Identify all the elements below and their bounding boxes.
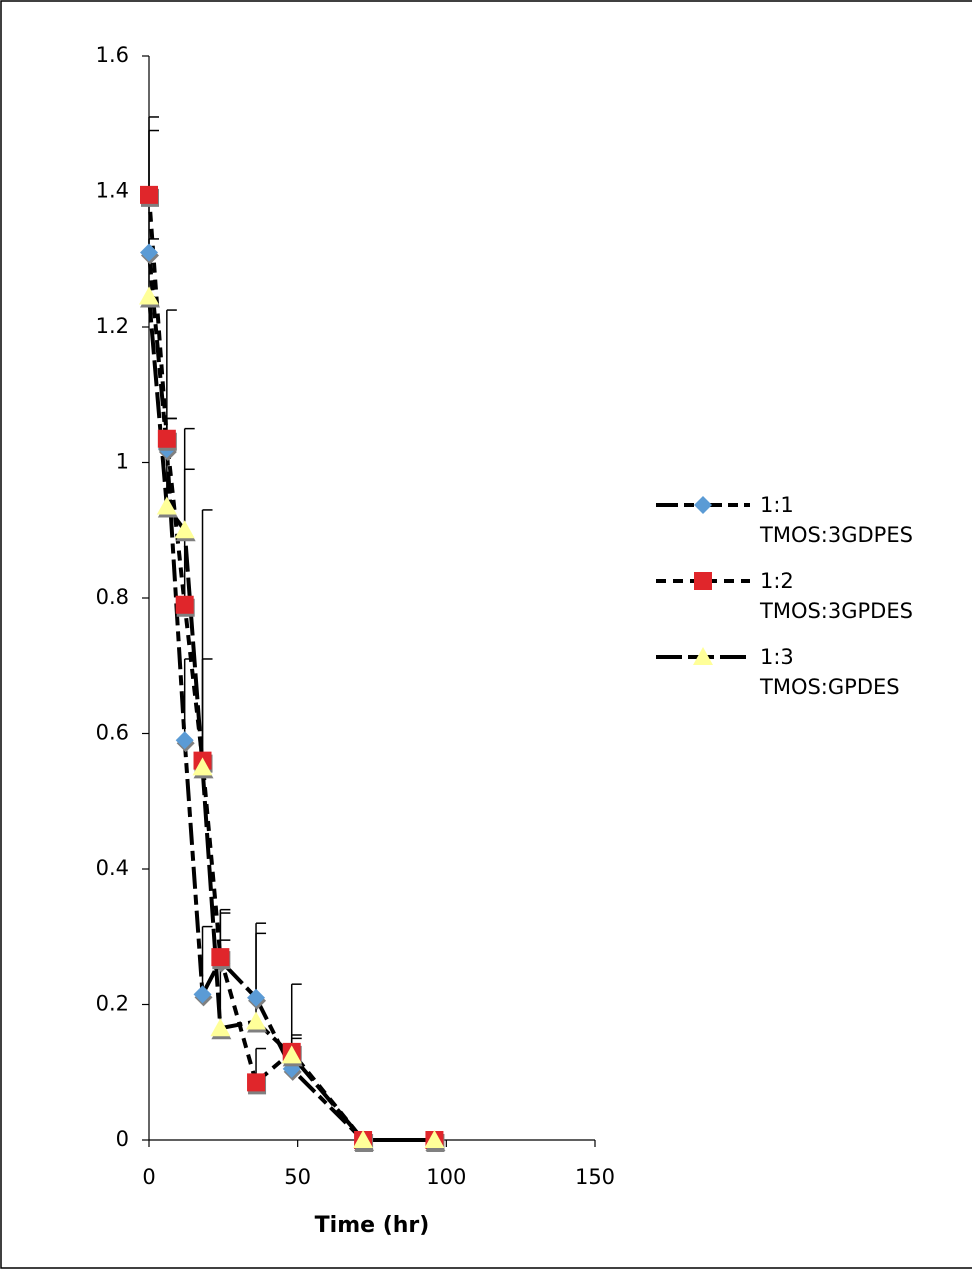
error-bar — [201, 509, 213, 761]
marker — [211, 948, 230, 967]
legend-label: 1:3 TMOS:GPDES — [759, 645, 900, 699]
marker — [193, 985, 212, 1004]
error-bar — [148, 116, 159, 195]
legend-label-line: TMOS:3GPDES — [759, 599, 913, 623]
y-tick-label: 1.6 — [96, 43, 129, 67]
y-tick-label: 1.2 — [96, 314, 129, 338]
marker — [140, 185, 158, 204]
legend-label-line: TMOS:3GDPES — [759, 523, 913, 547]
marker — [174, 520, 195, 539]
legend-marker — [694, 572, 712, 590]
error-bar — [183, 468, 195, 531]
x-tick-label: 100 — [426, 1165, 466, 1189]
marker — [424, 1130, 445, 1148]
y-tick-label: 0.4 — [96, 856, 129, 880]
legend-marker — [694, 496, 712, 514]
marker — [139, 286, 159, 305]
error-bar — [290, 983, 302, 1052]
marker — [175, 595, 194, 614]
y-tick-label: 0.6 — [96, 721, 129, 745]
marker — [157, 429, 176, 448]
error-bar — [166, 309, 177, 439]
legend-label-line: 1:3 — [760, 645, 794, 669]
x-tick-label: 50 — [284, 1165, 311, 1189]
x-axis-label: Time (hr) — [315, 1213, 430, 1238]
marker — [247, 988, 266, 1007]
marker — [353, 1130, 374, 1148]
y-tick-label: 1.4 — [96, 179, 129, 203]
error-bar — [201, 658, 213, 768]
marker — [175, 731, 194, 750]
y-tick-label: 0.8 — [96, 585, 129, 609]
marker — [140, 243, 158, 262]
x-tick-label: 150 — [575, 1165, 615, 1189]
legend-label-line: 1:1 — [760, 493, 794, 517]
marker — [281, 1045, 302, 1064]
y-tick-label: 1 — [116, 450, 129, 474]
y-tick-label: 0 — [116, 1127, 129, 1151]
marker — [156, 496, 177, 515]
marker — [246, 1011, 267, 1030]
legend-label: 1:1 TMOS:3GDPES — [759, 493, 913, 547]
error-bar — [255, 922, 267, 998]
marker — [247, 1073, 266, 1092]
legend-label-line: TMOS:GPDES — [759, 675, 900, 699]
marker — [210, 1018, 231, 1037]
y-tick-label: 0.2 — [96, 992, 129, 1016]
legend-label: 1:2 TMOS:3GPDES — [759, 569, 913, 623]
marker — [192, 757, 213, 776]
legend-label-line: 1:2 — [760, 569, 794, 593]
x-tick-label: 0 — [142, 1165, 155, 1189]
legend-marker — [693, 647, 713, 665]
